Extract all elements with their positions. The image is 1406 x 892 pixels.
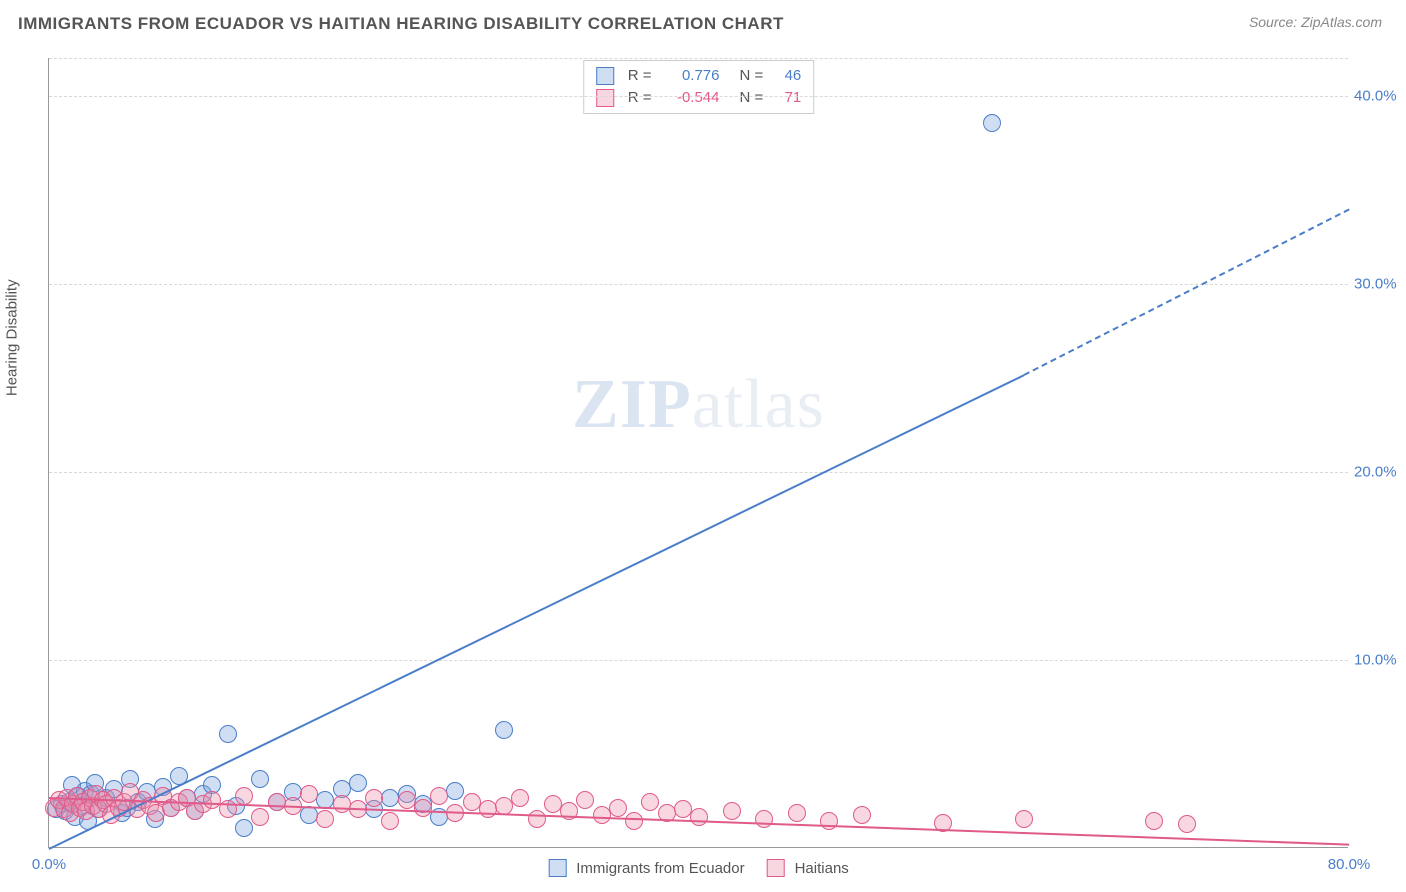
r-value: 0.776: [662, 65, 720, 87]
legend-swatch: [596, 67, 614, 85]
gridline: [49, 58, 1348, 59]
data-point-haitians: [235, 787, 253, 805]
y-tick-label: 20.0%: [1354, 463, 1400, 480]
data-point-ecuador: [349, 774, 367, 792]
legend-row-haitians: R = -0.544 N = 71: [596, 87, 802, 109]
n-value: 46: [773, 65, 801, 87]
data-point-ecuador: [219, 725, 237, 743]
data-point-haitians: [625, 812, 643, 830]
legend-swatch: [548, 859, 566, 877]
data-point-haitians: [1178, 815, 1196, 833]
series-legend: Immigrants from Ecuador Haitians: [548, 859, 849, 877]
data-point-ecuador: [300, 806, 318, 824]
r-value: -0.544: [662, 87, 720, 109]
data-point-haitians: [511, 789, 529, 807]
gridline: [49, 96, 1348, 97]
gridline: [49, 472, 1348, 473]
r-label: R =: [628, 87, 652, 109]
data-point-haitians: [1015, 810, 1033, 828]
data-point-haitians: [609, 799, 627, 817]
data-point-haitians: [853, 806, 871, 824]
y-tick-label: 30.0%: [1354, 275, 1400, 292]
legend-item-haitians: Haitians: [767, 859, 849, 877]
data-point-haitians: [381, 812, 399, 830]
legend-item-ecuador: Immigrants from Ecuador: [548, 859, 744, 877]
data-point-haitians: [479, 800, 497, 818]
x-tick-label: 0.0%: [32, 856, 66, 873]
data-point-haitians: [365, 789, 383, 807]
data-point-haitians: [788, 804, 806, 822]
data-point-haitians: [430, 787, 448, 805]
trend-line: [1024, 209, 1350, 376]
legend-label: Immigrants from Ecuador: [576, 860, 744, 877]
data-point-haitians: [755, 810, 773, 828]
n-label: N =: [740, 87, 764, 109]
y-axis-label: Hearing Disability: [4, 279, 21, 396]
y-tick-label: 10.0%: [1354, 651, 1400, 668]
watermark: ZIPatlas: [572, 365, 825, 445]
data-point-haitians: [268, 793, 286, 811]
data-point-haitians: [316, 810, 334, 828]
gridline: [49, 284, 1348, 285]
legend-swatch: [596, 89, 614, 107]
correlation-legend: R = 0.776 N = 46 R = -0.544 N = 71: [583, 60, 815, 114]
gridline: [49, 660, 1348, 661]
data-point-ecuador: [495, 721, 513, 739]
data-point-haitians: [1145, 812, 1163, 830]
data-point-haitians: [723, 802, 741, 820]
data-point-haitians: [593, 806, 611, 824]
data-point-ecuador: [235, 819, 253, 837]
data-point-haitians: [414, 799, 432, 817]
data-point-haitians: [203, 791, 221, 809]
data-point-haitians: [251, 808, 269, 826]
data-point-haitians: [528, 810, 546, 828]
source-attribution: Source: ZipAtlas.com: [1249, 14, 1382, 30]
data-point-haitians: [641, 793, 659, 811]
data-point-ecuador: [983, 114, 1001, 132]
trend-line: [49, 374, 1025, 850]
r-label: R =: [628, 65, 652, 87]
data-point-haitians: [495, 797, 513, 815]
legend-swatch: [767, 859, 785, 877]
n-label: N =: [740, 65, 764, 87]
legend-label: Haitians: [795, 860, 849, 877]
n-value: 71: [773, 87, 801, 109]
x-tick-label: 80.0%: [1328, 856, 1371, 873]
data-point-haitians: [690, 808, 708, 826]
data-point-haitians: [576, 791, 594, 809]
chart-title: IMMIGRANTS FROM ECUADOR VS HAITIAN HEARI…: [18, 14, 784, 34]
legend-row-ecuador: R = 0.776 N = 46: [596, 65, 802, 87]
plot-area: ZIPatlas R =0.776N =46R =-0.544N =71 Imm…: [48, 58, 1348, 848]
data-point-ecuador: [251, 770, 269, 788]
data-point-ecuador: [446, 782, 464, 800]
y-tick-label: 40.0%: [1354, 87, 1400, 104]
data-point-haitians: [300, 785, 318, 803]
